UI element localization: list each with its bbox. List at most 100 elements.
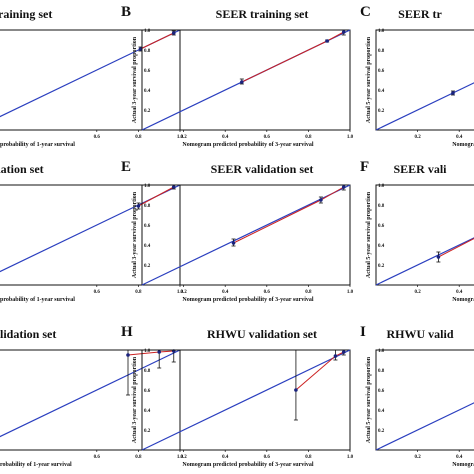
data-point <box>341 30 346 34</box>
y-tick-label: 0.8 <box>144 204 151 209</box>
plot-frame <box>0 184 181 286</box>
y-tick-label: 0.4 <box>144 244 151 249</box>
data-point <box>138 47 143 51</box>
x-tick-label: 0.2 <box>180 290 187 295</box>
x-axis-label: Nomogram predicted probability of 3-year… <box>182 297 313 303</box>
panel-letter: I <box>360 324 366 340</box>
calibration-line <box>295 351 344 391</box>
ideal-line <box>375 82 474 131</box>
y-tick-label: 0.8 <box>378 369 385 374</box>
panel-title: RHWU valid <box>386 327 453 341</box>
x-tick-label: 0.8 <box>135 135 142 140</box>
x-tick-label: 0.4 <box>222 455 229 460</box>
y-axis-label: Actual 5-year survival proportion <box>366 36 372 123</box>
x-tick-label: 0.8 <box>305 290 312 295</box>
y-tick-label: 0.2 <box>378 109 385 114</box>
data-point <box>126 353 130 357</box>
y-tick-label: 0.4 <box>144 89 151 94</box>
y-tick-label: 0.6 <box>378 69 385 74</box>
x-tick-label: 0.2 <box>414 290 421 295</box>
x-axis-label: probability of 1-year survival <box>0 297 75 303</box>
x-tick-label: 1.0 <box>177 135 184 140</box>
y-tick-label: 0.2 <box>378 264 385 269</box>
y-tick-label: 1.0 <box>144 349 151 354</box>
data-point <box>294 388 298 392</box>
x-tick-label: 0.8 <box>305 455 312 460</box>
data-point <box>240 80 244 84</box>
panel-9: I RHWU valid 0.2 0.4 0.2 0.4 0.6 0.8 1.0 Nomogram… <box>360 324 474 468</box>
y-tick-label: 0.4 <box>144 409 151 414</box>
x-tick-label: 0.6 <box>264 455 271 460</box>
panel-6: F SEER vali 0.2 0.4 0.2 0.4 0.6 0.8 1.0 Nomogram … <box>360 159 474 303</box>
calibration-line <box>140 32 174 50</box>
x-tick-label: 0.2 <box>414 135 421 140</box>
data-point <box>157 350 161 354</box>
x-tick-label: 0.6 <box>264 290 271 295</box>
x-tick-label: 0.4 <box>222 290 229 295</box>
y-tick-label: 0.2 <box>378 429 385 434</box>
x-tick-label: 1.0 <box>347 455 354 460</box>
y-tick-label: 0.6 <box>378 389 385 394</box>
plot-frame <box>375 184 474 286</box>
y-tick-label: 1.0 <box>144 184 151 189</box>
y-tick-label: 1.0 <box>378 349 385 354</box>
plot-frame <box>141 349 351 451</box>
data-point <box>436 255 441 259</box>
panel-title: SEER vali <box>393 162 447 176</box>
data-point <box>333 354 338 358</box>
data-point <box>341 185 346 189</box>
panel-7: alidation set 0.6 0.8 1.0 robability of 1-ye… <box>0 327 184 468</box>
panel-3: C SEER tr 0.2 0.4 0.2 0.4 0.6 0.8 1.0 Nomogram pr… <box>360 4 474 148</box>
x-axis-label: Nomogram predicted p <box>452 142 474 148</box>
y-tick-label: 1.0 <box>144 29 151 34</box>
x-axis-label: Nomogram predicted p <box>452 462 474 468</box>
x-axis-label: Nomogram predicted probability of 3-year… <box>182 462 313 468</box>
panel-letter: E <box>121 159 131 175</box>
y-tick-label: 0.8 <box>378 49 385 54</box>
y-axis-label: Actual 3-year survival proportion <box>132 36 138 123</box>
ideal-line <box>141 184 351 286</box>
panel-title: alidation set <box>0 327 56 341</box>
ideal-line <box>375 237 474 286</box>
y-tick-label: 0.4 <box>378 89 385 94</box>
y-tick-label: 0.8 <box>144 49 151 54</box>
plot-frame <box>141 184 351 286</box>
data-point <box>136 204 141 208</box>
data-point <box>319 198 323 202</box>
plot-frame <box>0 349 181 451</box>
ideal-line <box>0 184 181 273</box>
panel-1: training set 0.6 0.8 1.0 probability of 1-ye… <box>0 7 184 148</box>
ideal-line <box>0 29 181 118</box>
panel-title: SEER training set <box>216 7 309 21</box>
x-tick-label: 0.6 <box>94 455 101 460</box>
y-tick-label: 0.6 <box>144 224 151 229</box>
y-tick-label: 0.8 <box>144 369 151 374</box>
x-tick-label: 0.4 <box>456 135 463 140</box>
x-axis-label: robability of 1-year survival <box>0 462 72 468</box>
data-point <box>341 350 346 354</box>
panel-letter: F <box>360 159 369 175</box>
y-tick-label: 0.2 <box>144 109 151 114</box>
y-tick-label: 0.8 <box>378 204 385 209</box>
plot-frame <box>0 29 181 131</box>
panel-title: SEER validation set <box>211 162 314 176</box>
y-tick-label: 0.2 <box>144 429 151 434</box>
y-tick-label: 1.0 <box>378 29 385 34</box>
data-point <box>231 241 236 245</box>
x-tick-label: 0.6 <box>94 135 101 140</box>
x-tick-label: 1.0 <box>347 290 354 295</box>
panel-letter: C <box>360 4 371 20</box>
data-point <box>451 91 455 95</box>
panel-4: dation set 0.6 0.8 1.0 probability of 1-year… <box>0 162 184 303</box>
x-tick-label: 0.2 <box>414 455 421 460</box>
x-tick-label: 0.6 <box>94 290 101 295</box>
panel-title: SEER tr <box>398 7 442 21</box>
y-axis-label: Actual 5-year survival proportion <box>366 191 372 278</box>
y-tick-label: 0.4 <box>378 244 385 249</box>
x-tick-label: 0.2 <box>180 135 187 140</box>
y-axis-label: Actual 3-year survival proportion <box>132 191 138 278</box>
y-tick-label: 1.0 <box>378 184 385 189</box>
x-tick-label: 0.6 <box>264 135 271 140</box>
